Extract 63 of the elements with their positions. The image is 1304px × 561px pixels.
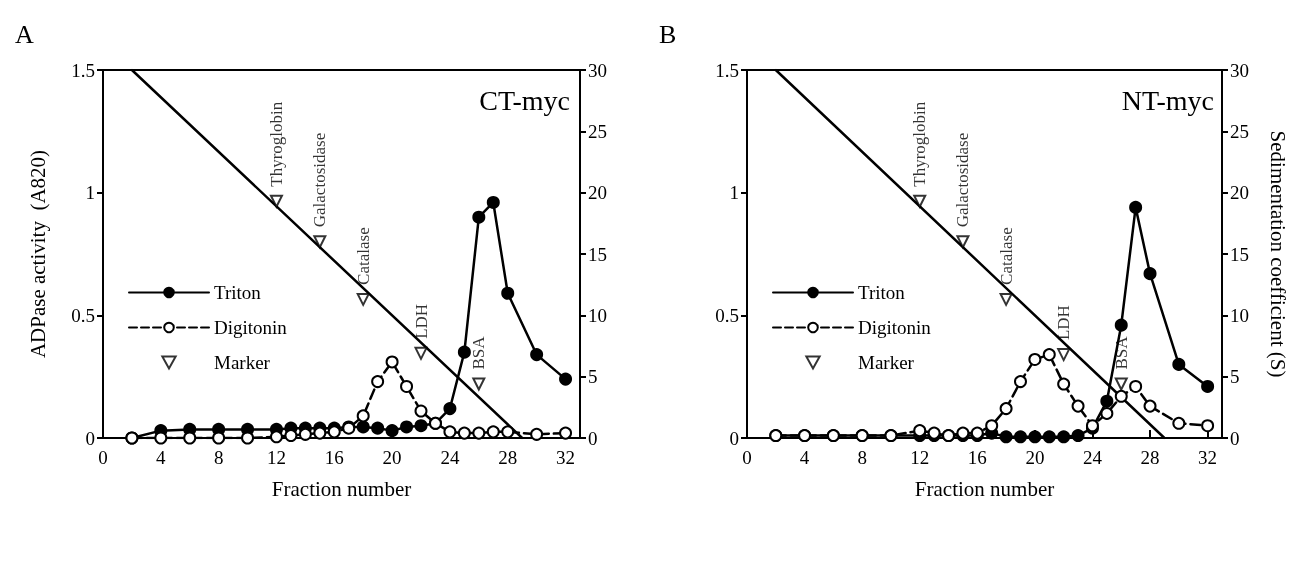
data-label: Catalase [996, 227, 1016, 285]
y2-tick-label: 10 [1230, 304, 1249, 326]
x-tick-label: 0 [742, 447, 752, 468]
y2-tick-label: 0 [588, 427, 598, 449]
x-tick-label: 20 [382, 447, 402, 468]
y2-tick-label: 30 [588, 59, 607, 81]
data-label: Galactosidase [310, 132, 330, 228]
y-tick-label: 0 [729, 427, 739, 449]
legend-label: Triton [214, 282, 262, 303]
x-tick-label: 4 [156, 447, 167, 468]
x-tick-label: 28 [1140, 447, 1160, 468]
x-tick-label: 12 [910, 447, 930, 468]
legend-label: Digitonin [214, 317, 288, 338]
legend-label: Marker [214, 352, 271, 373]
x-tick-label: 0 [98, 447, 108, 468]
y2-tick-label: 15 [588, 243, 607, 265]
y2-tick-label: 5 [588, 366, 598, 388]
y-tick-label: 1 [729, 182, 739, 204]
y2-tick-label: 0 [1230, 427, 1240, 449]
y2-tick-label: 20 [588, 182, 607, 204]
chart-title: A [15, 19, 34, 49]
x-tick-label: 32 [1198, 447, 1218, 468]
legend-label: Triton [858, 282, 906, 303]
y-tick-label: 1.5 [715, 59, 739, 81]
y-axis-title: ADPase activity (A820) [25, 149, 50, 359]
y2-axis-title: Sedimentation coefficient (S) [1265, 130, 1290, 378]
x-tick-label: 12 [266, 447, 286, 468]
x-axis-title: Fraction number [271, 476, 412, 501]
x-tick-label: 8 [857, 447, 867, 468]
y-tick-label: 0.5 [715, 304, 739, 326]
x-tick-label: 24 [1082, 447, 1103, 468]
data-label: BSA [469, 335, 489, 370]
x-tick-label: 16 [324, 447, 344, 468]
y-tick-label: 1.5 [71, 59, 95, 81]
x-tick-label: 28 [498, 447, 518, 468]
x-axis-title: Fraction number [914, 476, 1055, 501]
chart-title: B [659, 19, 677, 49]
y-tick-label: 0 [85, 427, 95, 449]
data-label: Thyroglobin [266, 101, 286, 187]
data-label: Catalase [353, 227, 373, 285]
x-tick-label: 16 [967, 447, 987, 468]
y2-tick-label: 10 [588, 304, 607, 326]
x-tick-label: 20 [1025, 447, 1045, 468]
y2-tick-label: 30 [1230, 59, 1249, 81]
y2-tick-label: 25 [588, 120, 607, 142]
y-tick-label: 0.5 [71, 304, 95, 326]
y2-tick-label: 25 [1230, 120, 1249, 142]
data-label: Galactosidase [953, 132, 973, 228]
y2-tick-label: 5 [1230, 366, 1240, 388]
x-tick-label: 32 [556, 447, 576, 468]
y-tick-label: 1 [85, 182, 95, 204]
legend-label: Digitonin [858, 317, 932, 338]
y2-tick-label: 15 [1230, 243, 1249, 265]
legend-label: Marker [858, 352, 915, 373]
x-tick-label: 24 [440, 447, 460, 468]
annotation: CT-myc [479, 84, 571, 116]
y2-tick-label: 20 [1230, 182, 1249, 204]
data-label: LDH [411, 303, 431, 339]
x-tick-label: 8 [213, 447, 224, 468]
x-tick-label: 4 [799, 447, 810, 468]
data-label: Thyroglobin [910, 101, 930, 187]
data-label: LDH [1054, 305, 1074, 341]
annotation: NT-myc [1121, 84, 1215, 116]
